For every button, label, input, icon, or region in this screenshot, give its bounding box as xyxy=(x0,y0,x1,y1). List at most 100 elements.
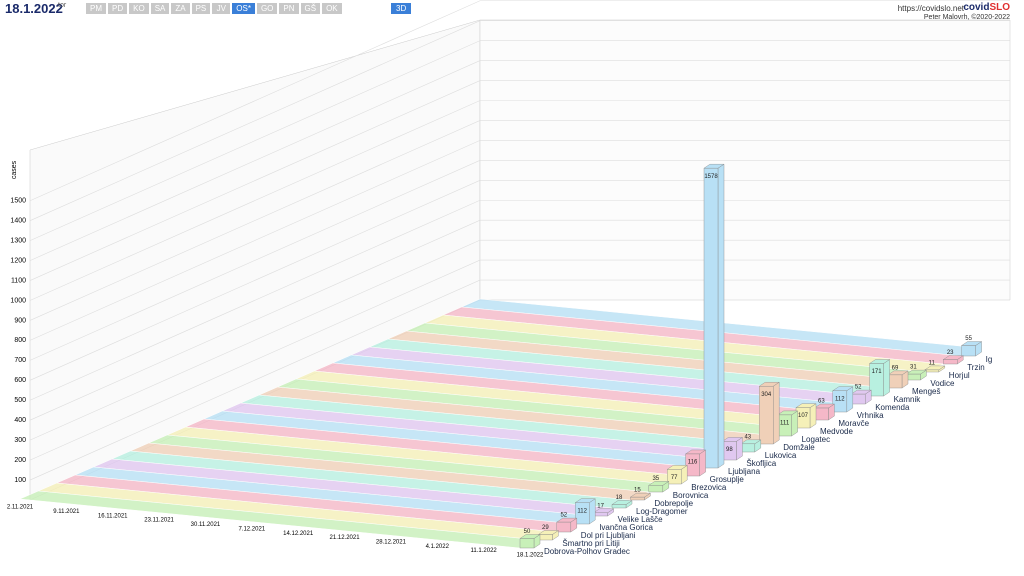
value-label: 52 xyxy=(855,385,862,391)
bar-front xyxy=(814,407,829,421)
category-label: Horjul xyxy=(949,371,970,380)
bar xyxy=(684,449,707,477)
x-tick-label: 11.1.2022 xyxy=(471,548,498,554)
value-label: 1578 xyxy=(704,174,718,180)
region-button[interactable]: GO xyxy=(256,3,278,14)
bar-side xyxy=(883,359,890,397)
bar-side xyxy=(846,386,853,413)
category-label: Ljubljana xyxy=(728,467,761,476)
value-label: 23 xyxy=(947,350,954,356)
bar-front xyxy=(667,469,682,485)
x-tick-label: 21.12.2021 xyxy=(330,535,361,541)
value-label: 17 xyxy=(597,503,604,509)
bar-front xyxy=(740,443,755,453)
category-label: Kamnik xyxy=(894,395,922,404)
x-tick-label: 28.12.2021 xyxy=(376,539,407,545)
region-button[interactable]: SA xyxy=(150,3,170,14)
y-tick-label: 1200 xyxy=(10,257,26,264)
category-label: Medvode xyxy=(820,427,853,436)
bar-front xyxy=(630,496,645,501)
bar-front xyxy=(611,504,627,509)
category-label: Mengeš xyxy=(912,387,940,396)
bar xyxy=(611,500,633,509)
region-button[interactable]: GŠ xyxy=(300,3,321,14)
region-button[interactable]: OK xyxy=(322,3,342,14)
value-label: 31 xyxy=(910,365,917,371)
category-label: Trzin xyxy=(967,363,984,372)
bar-front xyxy=(556,521,571,533)
region-button[interactable]: OS* xyxy=(232,3,255,14)
grid-line xyxy=(29,279,1010,481)
brand: covidSLO xyxy=(963,2,1010,13)
view-button[interactable]: 3D xyxy=(391,3,412,14)
y-tick-label: 200 xyxy=(14,457,26,464)
value-label: 11 xyxy=(929,360,936,366)
region-button[interactable]: PN xyxy=(279,3,299,14)
value-label: 116 xyxy=(688,460,698,466)
y-tick-label: 500 xyxy=(14,397,26,404)
value-label: 63 xyxy=(818,399,825,405)
bar-front xyxy=(906,373,921,381)
bar-front xyxy=(832,390,847,413)
grid-line xyxy=(29,239,1010,441)
bar-front xyxy=(851,393,866,405)
grid-line xyxy=(29,0,1010,202)
grid-line xyxy=(29,100,1010,301)
bar xyxy=(776,410,799,437)
region-button[interactable]: PS xyxy=(191,3,211,14)
category-label: Grosuplje xyxy=(710,475,745,484)
bar xyxy=(832,386,854,413)
y-tick-label: 300 xyxy=(14,437,26,444)
bar xyxy=(887,370,909,389)
category-label: Vodice xyxy=(930,379,955,388)
brand-main: covid xyxy=(963,2,990,13)
category-label: Velike Lašče xyxy=(618,515,663,524)
value-label: 29 xyxy=(542,525,549,531)
bar xyxy=(740,439,762,453)
y-tick-label: 400 xyxy=(14,417,26,424)
grid-line xyxy=(29,259,1010,461)
region-button[interactable]: KO xyxy=(129,3,149,14)
region-button[interactable]: PD xyxy=(108,3,128,14)
value-label: 304 xyxy=(761,392,772,398)
bar-front xyxy=(519,538,535,549)
value-label: 98 xyxy=(726,447,733,453)
site-url[interactable]: https://covidslo.net xyxy=(897,4,964,13)
bar-front xyxy=(538,534,553,541)
bar-front xyxy=(685,453,700,477)
bar-front xyxy=(924,369,939,373)
bar-front xyxy=(943,359,958,365)
bar-side xyxy=(773,381,780,445)
region-button[interactable]: ZA xyxy=(171,3,190,14)
day: tor xyxy=(58,2,67,9)
region-buttons: PM PD KO SA ZA PS JV OS* GO PN GŠ OK xyxy=(86,3,342,14)
grid-line xyxy=(29,60,1010,261)
region-button[interactable]: JV xyxy=(212,3,231,14)
bar xyxy=(629,492,652,501)
bar xyxy=(703,163,725,469)
x-tick-label: 2.11.2021 xyxy=(7,505,34,511)
category-label: Šmartno pri Litiji xyxy=(562,539,620,548)
bar xyxy=(924,365,946,373)
bar-side xyxy=(809,403,817,429)
bar xyxy=(813,403,836,421)
x-tick-label: 4.1.2022 xyxy=(426,544,450,550)
bar-side xyxy=(791,410,798,437)
bar-front xyxy=(648,485,663,493)
category-label: Ivančna Gorica xyxy=(599,523,653,532)
category-label: Komenda xyxy=(875,403,910,412)
bar xyxy=(905,369,928,381)
x-tick-label: 30.11.2021 xyxy=(191,522,221,528)
bar xyxy=(574,498,596,525)
bar xyxy=(850,389,872,405)
value-label: 50 xyxy=(524,529,531,535)
bar-side xyxy=(589,498,596,525)
y-axis-label: cases xyxy=(11,160,18,179)
grid-line xyxy=(29,160,1010,361)
region-button[interactable]: PM xyxy=(86,3,106,14)
grid-line xyxy=(29,180,1010,381)
bar xyxy=(537,530,560,541)
value-label: 52 xyxy=(560,513,567,519)
y-tick-label: 1400 xyxy=(10,218,26,225)
